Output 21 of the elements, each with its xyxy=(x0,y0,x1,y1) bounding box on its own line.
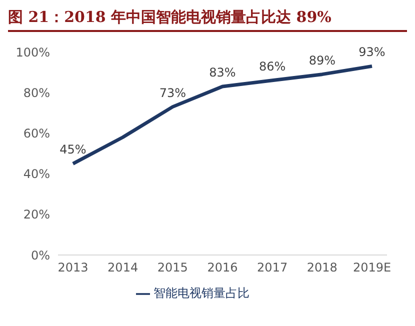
y-tick-label: 80% xyxy=(23,86,50,100)
chart-title: 图 21：2018 年中国智能电视销量占比达 89% xyxy=(8,8,407,32)
data-label: 73% xyxy=(159,86,186,100)
x-tick-label: 2016 xyxy=(207,260,238,275)
y-tick-label: 60% xyxy=(23,126,50,140)
x-tick-label: 2019E xyxy=(352,260,392,275)
x-tick-label: 2015 xyxy=(157,260,188,275)
data-label: 86% xyxy=(258,59,286,74)
x-tick-label: 2018 xyxy=(306,260,338,275)
y-tick-label: 100% xyxy=(16,45,50,60)
data-label: 45% xyxy=(60,142,86,157)
y-tick-label: 20% xyxy=(23,208,50,222)
data-label: 83% xyxy=(209,66,236,80)
data-label: 93% xyxy=(358,45,386,60)
x-tick-label: 2017 xyxy=(257,260,288,275)
y-tick-label: 40% xyxy=(23,167,50,182)
data-label: 89% xyxy=(308,53,336,68)
x-tick-label: 2013 xyxy=(58,260,88,275)
legend-label: 智能电视销量占比 xyxy=(154,286,250,300)
y-tick-label: 0% xyxy=(30,248,50,262)
x-tick-label: 2014 xyxy=(108,260,138,275)
